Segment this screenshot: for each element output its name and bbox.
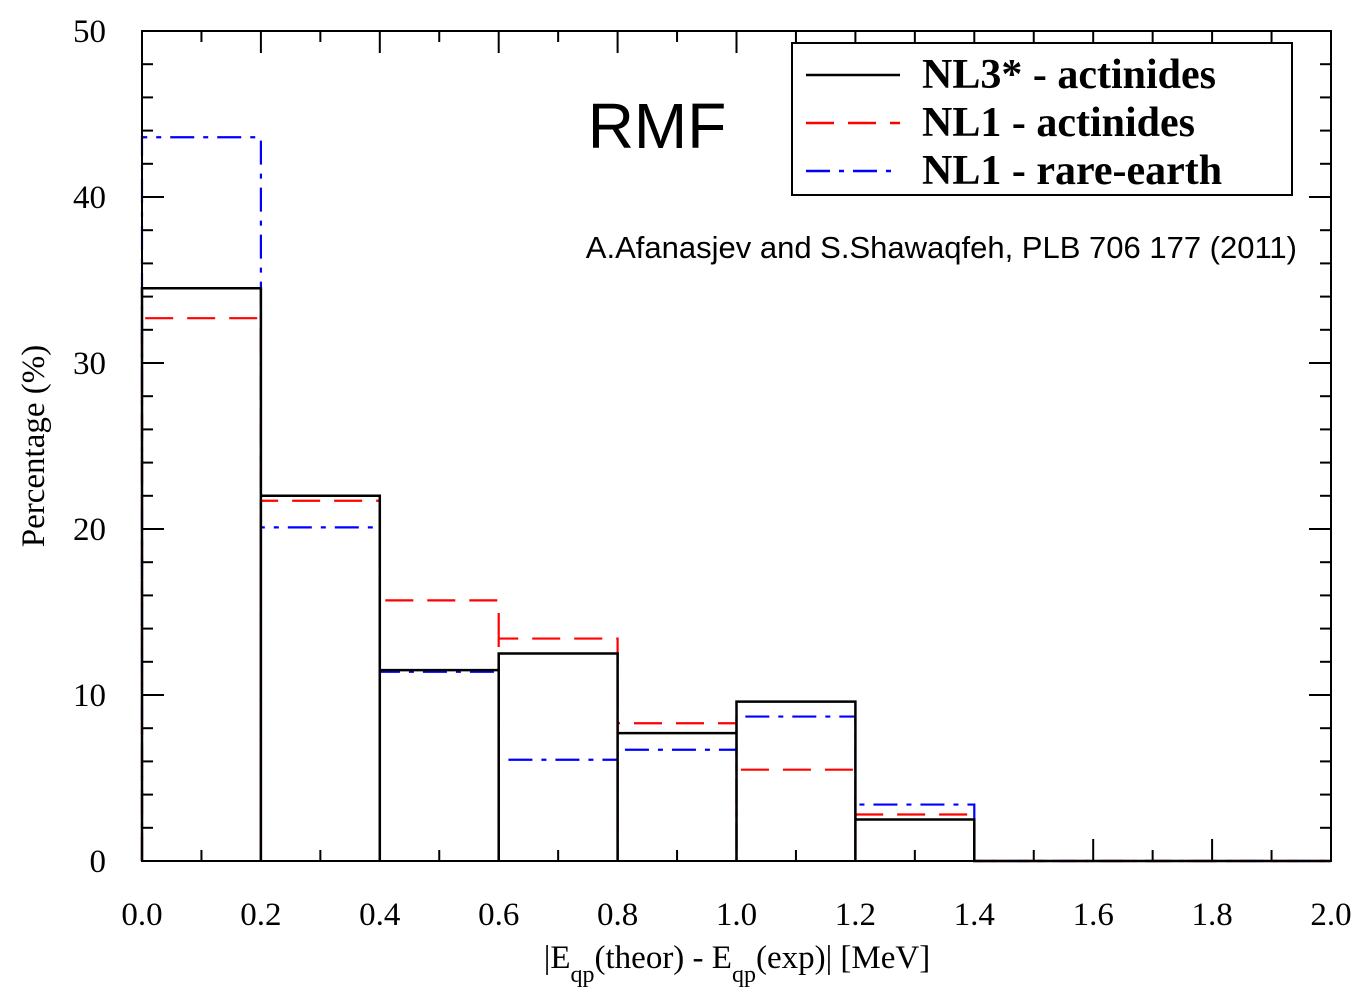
x-tick-label: 0.2 xyxy=(240,897,281,933)
y-tick-label: 0 xyxy=(90,844,107,880)
x-tick-label: 1.6 xyxy=(1073,897,1114,933)
y-tick-label: 30 xyxy=(73,346,106,382)
x-tick-label: 2.0 xyxy=(1310,897,1351,933)
chart-annotation-title: RMF xyxy=(588,90,727,162)
tick-labels: 0.0 0.2 0.4 0.6 0.8 1.0 1.2 1.4 1.6 1.8 2.0 0 10 20 30… xyxy=(73,14,1352,933)
x-tick-label: 0.0 xyxy=(121,897,162,933)
series-nl3-actinides-line xyxy=(140,287,1331,863)
legend-label: NL1 - actinides xyxy=(922,100,1195,146)
legend-box xyxy=(791,42,1293,196)
legend-label: NL3* - actinides xyxy=(922,52,1216,98)
plot-frame xyxy=(141,30,1332,862)
x-tick-label: 1.0 xyxy=(716,897,757,933)
x-tick-label: 0.6 xyxy=(478,897,519,933)
x-tick-label: 0.8 xyxy=(597,897,638,933)
chart-citation: A.Afanasjev and S.Shawaqfeh, PLB 706 177… xyxy=(586,230,1297,265)
y-tick-label: 10 xyxy=(73,678,106,714)
x-tick-label: 1.2 xyxy=(835,897,876,933)
legend-label: NL1 - rare-earth xyxy=(922,148,1222,194)
y-tick-label: 50 xyxy=(73,14,106,50)
x-tick-label: 0.4 xyxy=(359,897,400,933)
y-tick-label: 40 xyxy=(73,180,106,216)
y-tick-label: 20 xyxy=(73,512,106,548)
x-axis-label: |Eqp(theor) - Eqp(exp)| [MeV] xyxy=(544,940,930,988)
x-tick-label: 1.8 xyxy=(1191,897,1232,933)
y-axis-label: Percentage (%) xyxy=(16,345,52,547)
x-tick-label: 1.4 xyxy=(954,897,995,933)
